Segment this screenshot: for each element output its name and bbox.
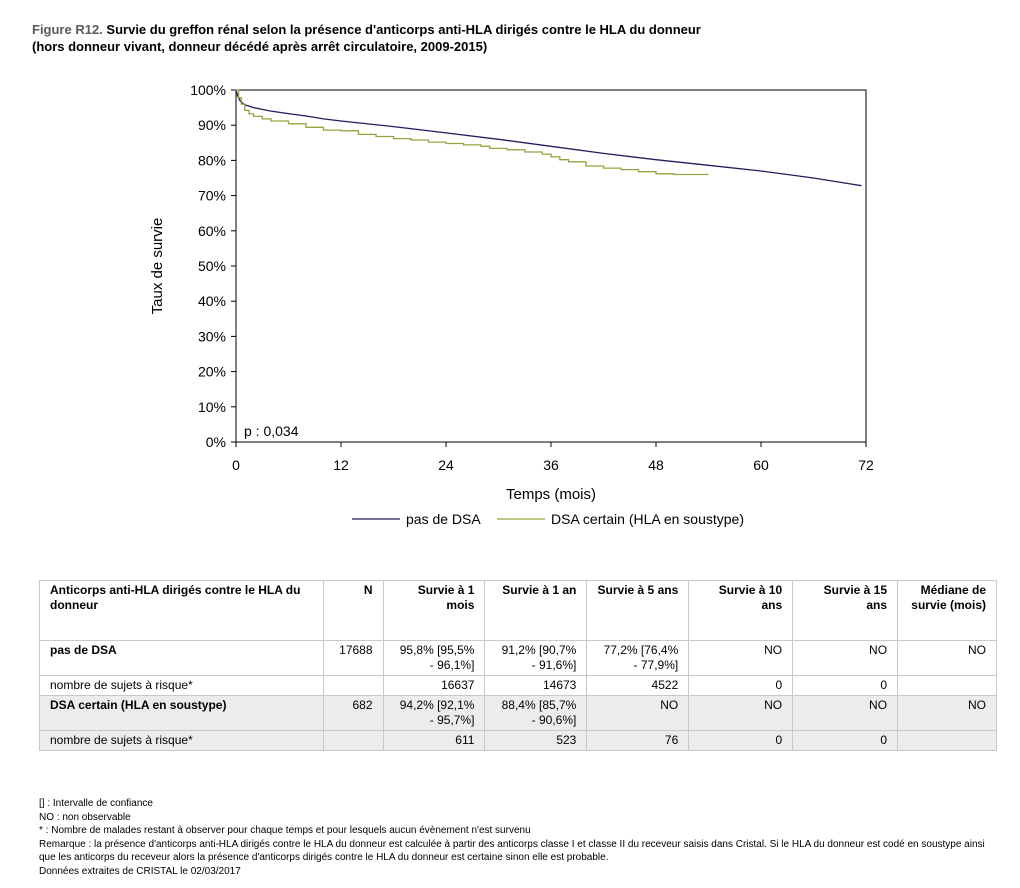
y-tick-label: 40% bbox=[198, 293, 226, 309]
table-cell: 611 bbox=[382, 730, 486, 751]
x-tick-label: 48 bbox=[648, 457, 664, 473]
survival-table: Anticorps anti-HLA dirigés contre le HLA… bbox=[39, 580, 997, 751]
table-cell: 77,2% [76,4% - 77,9%] bbox=[586, 640, 690, 676]
table-cell: 0 bbox=[792, 675, 899, 696]
header-cell: Survie à 1 mois bbox=[382, 580, 486, 641]
footnote: [] : Intervalle de confiance bbox=[39, 798, 153, 809]
table-row: nombre de sujets à risque* 16637 14673 4… bbox=[39, 675, 997, 696]
table-header-row: Anticorps anti-HLA dirigés contre le HLA… bbox=[39, 580, 997, 641]
x-tick-label: 36 bbox=[543, 457, 559, 473]
table-cell: 0 bbox=[688, 675, 794, 696]
table-cell: nombre de sujets à risque* bbox=[39, 730, 324, 751]
x-tick-label: 24 bbox=[438, 457, 454, 473]
table-cell: 94,2% [92,1% - 95,7%] bbox=[382, 695, 486, 731]
table-row: nombre de sujets à risque* 611 523 76 0 … bbox=[39, 730, 997, 751]
y-tick-label: 50% bbox=[198, 258, 226, 274]
y-tick-label: 80% bbox=[198, 152, 226, 168]
table-cell bbox=[897, 730, 997, 751]
p-value-annotation: p : 0,034 bbox=[244, 423, 299, 439]
table-cell: NO bbox=[688, 640, 794, 676]
x-tick-label: 0 bbox=[232, 457, 240, 473]
y-tick-label: 100% bbox=[190, 82, 226, 98]
footnote: NO : non observable bbox=[39, 811, 131, 823]
table-cell bbox=[322, 730, 384, 751]
footnote: Remarque : la présence d'anticorps anti-… bbox=[39, 838, 985, 864]
footnote: Données extraites de CRISTAL le 02/03/20… bbox=[39, 865, 241, 877]
table-cell: NO bbox=[792, 640, 899, 676]
table-row: pas de DSA 17688 95,8% [95,5% - 96,1%] 9… bbox=[39, 640, 997, 676]
table-row: DSA certain (HLA en soustype) 682 94,2% … bbox=[39, 695, 997, 731]
table-cell: NO bbox=[897, 695, 997, 731]
header-cell: Survie à 5 ans bbox=[586, 580, 690, 641]
table-cell: 682 bbox=[322, 695, 384, 731]
x-tick-label: 72 bbox=[858, 457, 874, 473]
table-cell: DSA certain (HLA en soustype) bbox=[39, 695, 324, 731]
table-cell: nombre de sujets à risque* bbox=[39, 675, 324, 696]
y-tick-label: 0% bbox=[206, 434, 226, 450]
y-tick-label: 70% bbox=[198, 188, 226, 204]
figure-label: Figure R12. bbox=[32, 22, 103, 37]
legend-label-1: pas de DSA bbox=[406, 511, 481, 527]
header-cell: Anticorps anti-HLA dirigés contre le HLA… bbox=[39, 580, 324, 641]
plot-frame bbox=[235, 89, 867, 443]
table-cell: 16637 bbox=[382, 675, 486, 696]
y-tick-label: 10% bbox=[198, 399, 226, 415]
x-tick-label: 60 bbox=[753, 457, 769, 473]
figure-title-line2: (hors donneur vivant, donneur décédé apr… bbox=[32, 39, 488, 54]
series-line-1 bbox=[235, 89, 862, 187]
table-cell: 17688 bbox=[322, 640, 384, 676]
x-axis-title: Temps (mois) bbox=[506, 486, 596, 503]
table-cell: 14673 bbox=[484, 675, 588, 696]
footnotes: [] : Intervalle de confiance NO : non ob… bbox=[39, 797, 999, 879]
table-cell bbox=[322, 675, 384, 696]
table-cell: 95,8% [95,5% - 96,1%] bbox=[382, 640, 486, 676]
series-line-2 bbox=[236, 89, 709, 176]
table-cell: 523 bbox=[484, 730, 588, 751]
y-tick-label: 20% bbox=[198, 364, 226, 380]
table-cell: NO bbox=[792, 695, 899, 731]
figure-title-line1: Survie du greffon rénal selon la présenc… bbox=[106, 22, 701, 37]
table-cell: pas de DSA bbox=[39, 640, 324, 676]
survival-chart: 0% 10% 20% 30% 40% 50% 60% 70% 80% 90% 100% 0 12 24 36… bbox=[149, 82, 874, 527]
table-cell: 0 bbox=[792, 730, 899, 751]
y-axis-title: Taux de survie bbox=[149, 218, 166, 315]
table-cell: 76 bbox=[586, 730, 690, 751]
table-cell bbox=[897, 675, 997, 696]
table-cell: 88,4% [85,7% - 90,6%] bbox=[484, 695, 588, 731]
table-cell: 91,2% [90,7% - 91,6%] bbox=[484, 640, 588, 676]
header-cell: Survie à 15 ans bbox=[792, 580, 899, 641]
table-cell: 0 bbox=[688, 730, 794, 751]
y-tick-label: 60% bbox=[198, 223, 226, 239]
x-tick-label: 12 bbox=[333, 457, 349, 473]
header-cell: N bbox=[322, 580, 384, 641]
table-cell: NO bbox=[688, 695, 794, 731]
table-cell: 4522 bbox=[586, 675, 690, 696]
footnote: * : Nombre de malades restant à observer… bbox=[39, 825, 531, 837]
table-cell: NO bbox=[586, 695, 690, 731]
table-cell: NO bbox=[897, 640, 997, 676]
header-cell: Survie à 10 ans bbox=[688, 580, 794, 641]
header-cell: Survie à 1 an bbox=[484, 580, 588, 641]
y-tick-label: 90% bbox=[198, 117, 226, 133]
y-tick-label: 30% bbox=[198, 328, 226, 344]
header-cell: Médiane de survie (mois) bbox=[897, 580, 997, 641]
figure-title: Figure R12. Survie du greffon rénal selo… bbox=[32, 21, 992, 55]
legend-label-2: DSA certain (HLA en soustype) bbox=[551, 511, 744, 527]
